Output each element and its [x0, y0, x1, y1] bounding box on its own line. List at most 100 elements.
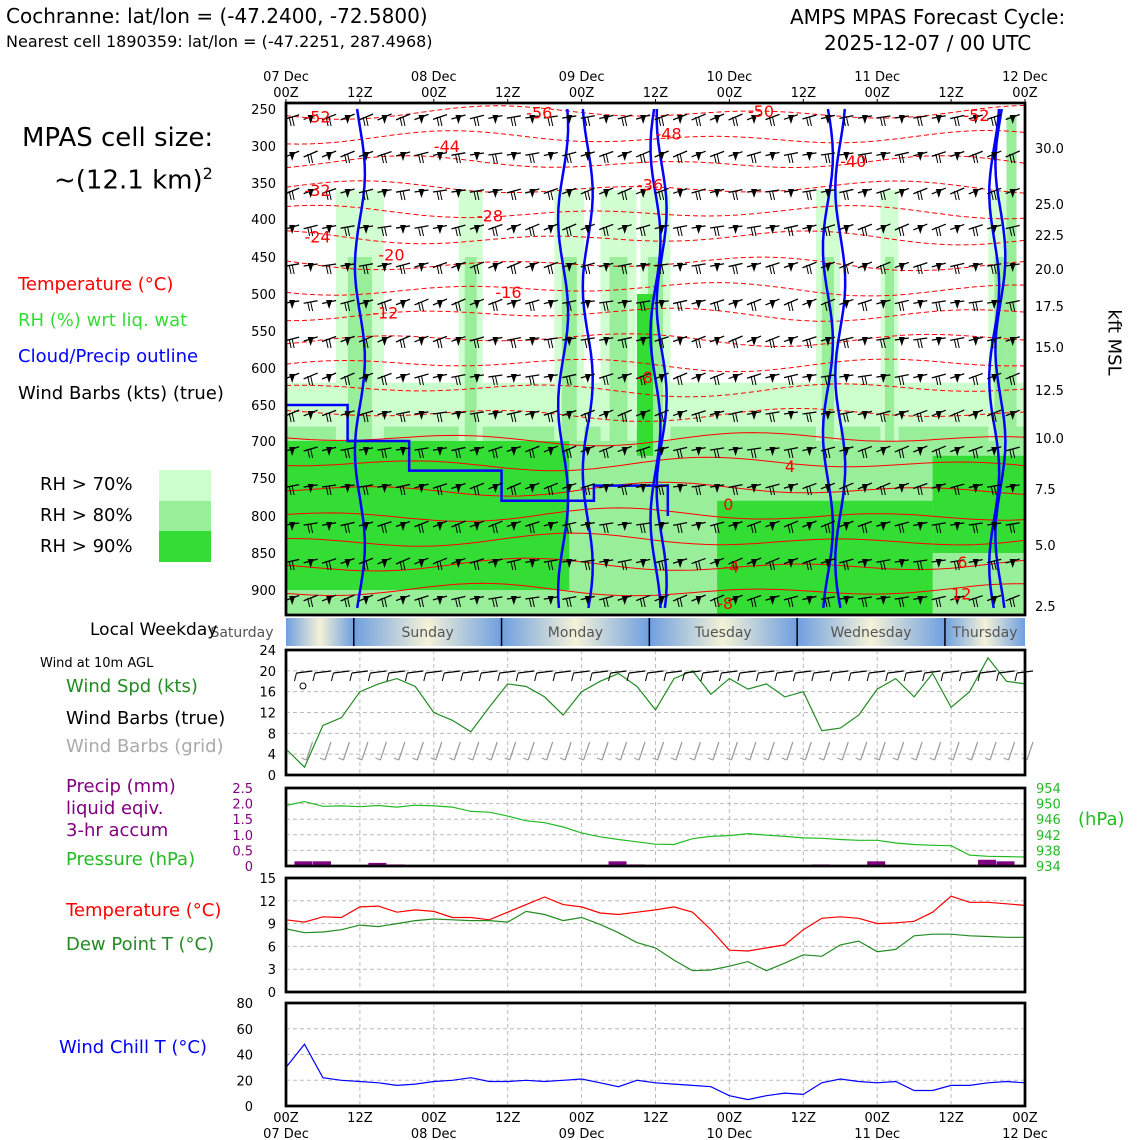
kft-tick-label: 2.5: [1035, 600, 1056, 615]
wind-barb-tick: [898, 523, 902, 534]
wind-barb-tick: [642, 523, 646, 534]
temperature-contour-label: -52: [963, 106, 989, 125]
wind-barb-tick: [602, 448, 606, 459]
wind-barb-tick: [476, 338, 480, 349]
wind-barb-tick: [473, 116, 477, 127]
wind-barb-flag: [732, 447, 739, 456]
wind-barb-tick: [827, 153, 831, 164]
wind-barb-grid-tick: [504, 757, 510, 761]
wind-barb-true: [333, 670, 350, 674]
wind-barb-tick: [347, 523, 351, 534]
wind-barb-tick: [310, 448, 314, 459]
forecast-cycle-line2: 2025-12-07 / 00 UTC: [824, 31, 1032, 55]
wind-barb-tick: [362, 264, 366, 275]
wind-barb-tick: [291, 338, 295, 349]
wind-barb-tick: [494, 597, 498, 608]
wind-barb-flag: [418, 115, 425, 124]
wind-barb-tick: [805, 116, 809, 127]
wind-barb-flag: [344, 411, 351, 420]
wind-barb-tick: [732, 190, 736, 201]
wind-barb-tick: [399, 338, 403, 349]
wind-barb-flag: [1009, 189, 1016, 198]
wind-barb-tick: [381, 597, 385, 608]
wind-barb-flag: [307, 484, 314, 493]
wind-barb-tick: [698, 116, 702, 127]
legend-barbs: Wind Barbs (kts) (true): [18, 383, 224, 404]
wind-barb-flag: [806, 300, 813, 309]
wind-barb-tick: [993, 412, 997, 423]
wind-barb-tick: [307, 153, 311, 164]
wind-barb-grid-tick: [818, 757, 824, 761]
wind-barb-flag: [455, 263, 462, 272]
wind-barb-tick: [695, 190, 699, 201]
wind-barb-tick: [824, 375, 828, 386]
wind-barb-true-tick: [1014, 672, 1018, 682]
wind-barb-flag: [289, 225, 296, 234]
wind-barb-tick: [698, 412, 702, 423]
wind-barb-tick: [420, 597, 424, 608]
wind-barb-true-tick: [386, 672, 390, 682]
wind-barb-flag: [381, 484, 388, 493]
wind-barb-tick: [624, 116, 628, 127]
wind-barb-tick: [676, 597, 680, 608]
wind-barb-flag: [344, 263, 351, 272]
wind-barb-tick: [808, 412, 812, 423]
windchill-y-tick: 40: [236, 1049, 253, 1064]
wind-barb-flag: [898, 115, 905, 124]
wind-barb-grid-tick: [449, 757, 455, 761]
wind-barb-flag: [769, 225, 776, 234]
rh80-band-mid: [569, 470, 718, 524]
wind-barb-true-tick: [996, 672, 1000, 682]
wind-barb-grid: [749, 741, 757, 761]
wind-barb-flag: [695, 596, 702, 605]
wind-barb-tick: [1009, 448, 1013, 459]
wind-barb-flag: [547, 300, 554, 309]
wind-barb-tick: [568, 523, 572, 534]
wind-barb-flag: [972, 484, 979, 493]
wind-barb-tick: [864, 226, 868, 237]
wind-barb-flag: [529, 559, 536, 568]
cell-size-label: MPAS cell size: ~(12.1 km)2: [22, 120, 213, 199]
wind-barb-tick: [938, 153, 942, 164]
wind-barb-flag: [640, 115, 647, 124]
wind-barb-tick: [547, 190, 551, 201]
wind-barb-flag: [695, 300, 702, 309]
wind-barb-tick: [547, 412, 551, 423]
wind-barb-true: [702, 670, 719, 674]
wind-barb-tick: [565, 523, 569, 534]
bottom-date-label: 11 Dec: [854, 1127, 900, 1140]
wind-barb-tick: [621, 264, 625, 275]
wind-barb-tick: [642, 301, 646, 312]
wind-barb-true: [979, 670, 997, 674]
wind-barb-tick: [436, 412, 440, 423]
wind-barb-true-tick: [293, 672, 297, 682]
wind-barb-true-tick: [885, 672, 889, 682]
wind-barb-flag: [972, 263, 979, 272]
temperature-contour-label: -52: [304, 107, 330, 126]
wind-barb-tick: [845, 560, 849, 571]
wind-barb-tick: [531, 523, 535, 534]
wind-barb-tick: [861, 523, 865, 534]
wind-barb-flag: [566, 559, 573, 568]
wind-barbs-grid-label: Wind Barbs (grid): [66, 736, 224, 757]
wind-barb-flag: [529, 337, 536, 346]
wind-barb-true: [850, 670, 867, 674]
wind-barb-tick: [953, 190, 957, 201]
wind-barb-flag: [326, 152, 333, 161]
wind-barb-tick: [476, 412, 480, 423]
wind-barb-tick: [584, 116, 588, 127]
wind-barb-true: [684, 670, 701, 674]
wind-barb-tick: [882, 560, 886, 571]
wind-barb-tick: [808, 485, 812, 496]
wind-barb-grid: [435, 741, 443, 761]
pressure-tick-label: 500: [251, 288, 276, 303]
wind-barb-tick: [990, 116, 994, 127]
wind-barb-tick: [956, 190, 960, 201]
wind-barb-flag: [677, 189, 684, 198]
wind-barb-flag: [806, 225, 813, 234]
wind-barb-flag: [658, 374, 665, 383]
wind-barb-tick: [990, 190, 994, 201]
wind-barb-tick: [713, 375, 717, 386]
precip-y-tick: 2.5: [232, 782, 253, 797]
wind-barb-tick: [716, 448, 720, 459]
